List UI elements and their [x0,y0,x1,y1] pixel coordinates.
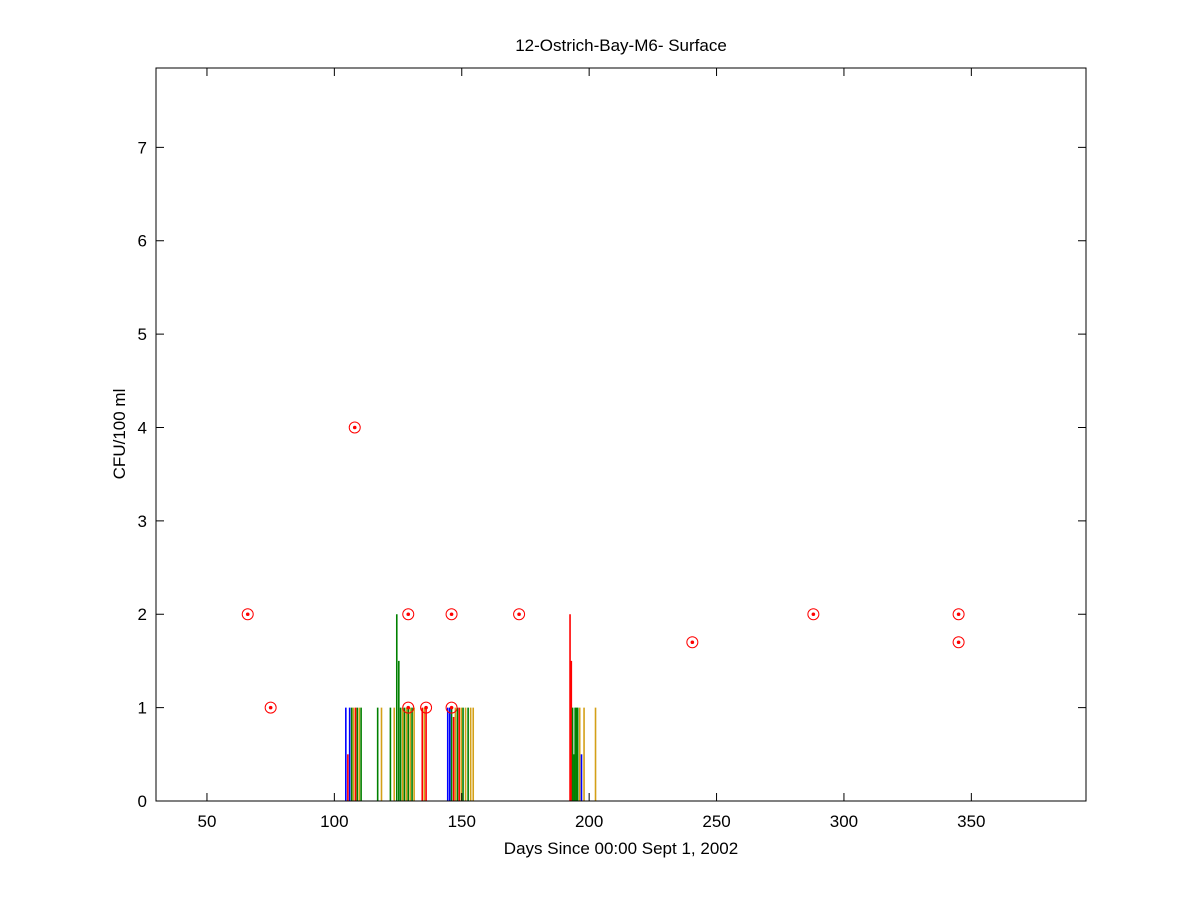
data-point-ring [264,701,277,714]
y-tick-label: 2 [138,605,147,624]
data-point [241,608,254,621]
data-point-ring [952,636,965,649]
chart-title: 12-Ostrich-Bay-M6- Surface [515,36,727,55]
data-point-dot [268,705,273,710]
y-tick-label: 7 [138,138,147,157]
y-tick-label: 5 [138,325,147,344]
stems-layer [345,614,597,801]
data-point [445,701,458,714]
data-point [420,701,433,714]
data-point-ring [420,701,433,714]
data-point [952,636,965,649]
data-point-dot [406,705,411,710]
x-axis-label: Days Since 00:00 Sept 1, 2002 [504,839,738,858]
x-tick-label: 150 [448,812,476,831]
data-point [264,701,277,714]
data-point-ring [445,701,458,714]
data-point-dot [424,705,428,710]
y-tick-label: 4 [138,418,147,437]
y-tick-label: 3 [138,512,147,531]
data-point [952,608,965,621]
data-point [402,701,415,714]
markers-layer [241,421,965,714]
x-tick-label: 200 [575,812,603,831]
data-point-ring [513,608,526,621]
data-point-dot [449,705,454,710]
data-point [807,608,820,621]
data-point-dot [956,640,961,645]
data-point-dot [690,640,695,645]
data-point-dot [352,425,357,430]
x-tick-label: 350 [957,812,985,831]
y-tick-label: 0 [138,792,147,811]
data-point-ring [807,608,820,621]
y-tick-label: 6 [138,232,147,251]
data-point-dot [245,612,250,617]
plot-area-frame [155,67,1087,802]
data-point-ring [402,608,415,621]
data-point-ring [402,701,415,714]
data-point-ring [686,636,699,649]
data-point-dot [406,612,411,617]
data-point-ring [952,608,965,621]
x-tick-label: 250 [702,812,730,831]
y-axis-ticks: 0 1 2 3 4 5 6 7 [138,138,1086,811]
x-tick-label: 50 [197,812,216,831]
data-point [513,608,526,621]
y-axis-label: CFU/100 ml [110,389,129,480]
y-tick-label: 1 [138,699,147,718]
data-point-dot [956,612,961,617]
data-point [686,636,699,649]
data-point [348,421,361,434]
data-point-ring [348,421,361,434]
x-tick-label: 300 [830,812,858,831]
data-point-dot [811,612,816,617]
data-point [445,608,458,621]
data-point-dot [517,612,521,617]
x-axis-ticks: 50 100 150 200 250 300 350 [197,68,986,831]
x-tick-label: 100 [320,812,348,831]
data-point-dot [449,612,454,617]
data-point [402,608,415,621]
data-point-ring [445,608,458,621]
data-point-ring [241,608,254,621]
